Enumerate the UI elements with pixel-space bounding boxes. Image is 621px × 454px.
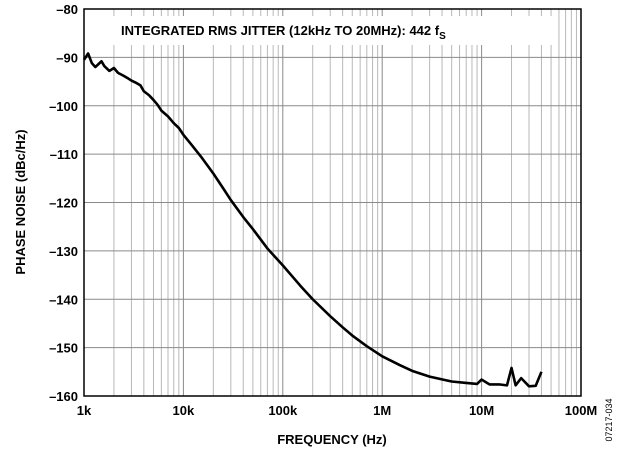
series-group — [82, 52, 543, 388]
jitter-annotation: INTEGRATED RMS JITTER (12kHz TO 20MHz): … — [121, 23, 446, 42]
y-tick-label: –130 — [49, 244, 78, 259]
y-tick-label: –90 — [56, 50, 78, 65]
annotation-background — [113, 16, 556, 45]
plot-frame — [83, 8, 582, 397]
x-tick-label: 1M — [373, 403, 391, 418]
y-tick-label: –100 — [49, 99, 78, 114]
major-gridlines — [83, 8, 582, 397]
x-tick-label: 100k — [268, 403, 298, 418]
y-tick-label: –160 — [49, 389, 78, 404]
x-tick-labels: 1k 10k 100k 1M 10M 100M — [77, 403, 598, 418]
x-tick-label: 1k — [77, 403, 92, 418]
x-axis-title: FREQUENCY (Hz) — [277, 432, 387, 447]
phase-noise-line — [82, 52, 543, 388]
y-tick-label: –140 — [49, 292, 78, 307]
x-tick-label: 10M — [469, 403, 494, 418]
y-tick-label: –80 — [56, 2, 78, 17]
y-axis-title: PHASE NOISE (dBc/Hz) — [13, 129, 28, 274]
x-tick-label: 10k — [173, 403, 195, 418]
y-tick-label: –150 — [49, 341, 78, 356]
y-tick-labels: –160 –150 –140 –130 –120 –110 –100 –90 –80 — [49, 2, 78, 404]
y-tick-label: –120 — [49, 196, 78, 211]
y-tick-label: –110 — [50, 147, 78, 162]
figure-id: 07217-034 — [604, 398, 614, 441]
x-tick-label: 100M — [565, 403, 598, 418]
